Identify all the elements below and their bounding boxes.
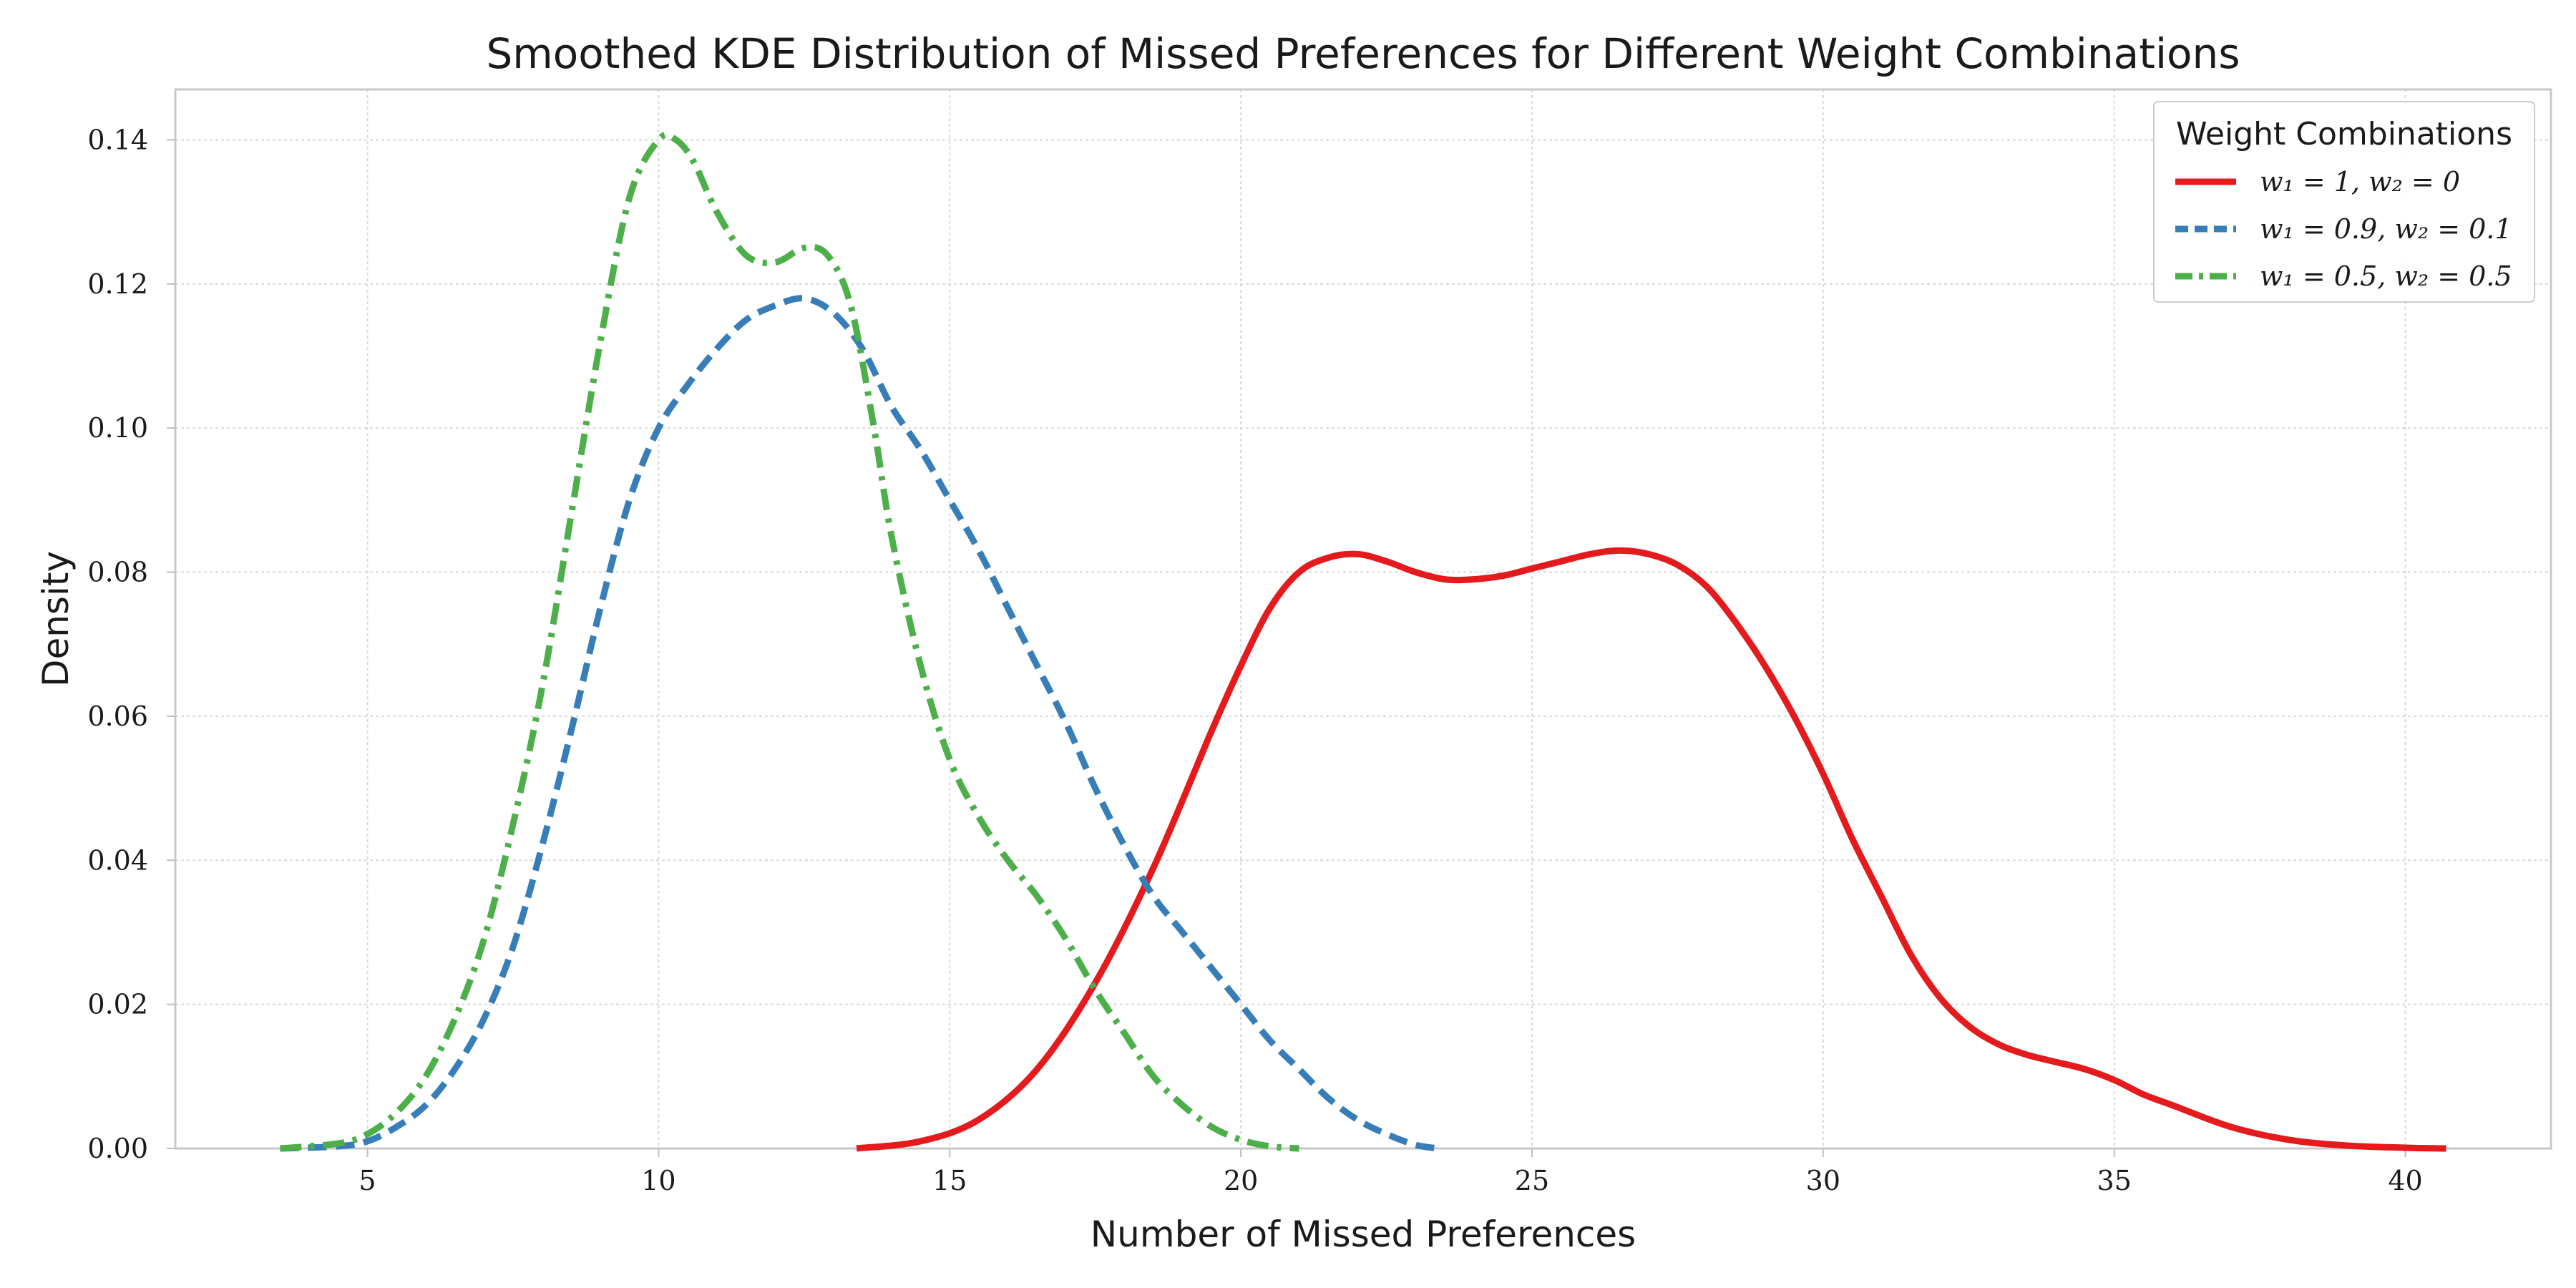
axis-ticks: 5 10 15 20 25 30 35 40 0.00 0.02 0.04 0.06 0.08 0.10 0…	[87, 124, 2422, 1196]
legend: Weight Combinations w₁ = 1, w₂ = 0 w₁ = 0…	[2153, 101, 2535, 303]
legend-entries: w₁ = 1, w₂ = 0 w₁ = 0.9, w₂ = 0.1 w₁ = 0.5…	[2175, 166, 2512, 292]
series-line-2	[280, 295, 1440, 1152]
x-tick-label: 30	[1806, 1165, 1840, 1196]
legend-entry-label: w₁ = 0.5, w₂ = 0.5	[2260, 260, 2512, 292]
legend-box	[2153, 101, 2535, 303]
y-tick-label: 0.14	[87, 124, 148, 155]
chart-title: Smoothed KDE Distribution of Missed Pref…	[486, 29, 2240, 78]
x-axis-label: Number of Missed Preferences	[1091, 1214, 1636, 1255]
series-line-3	[280, 131, 1299, 1152]
y-tick-label: 0.02	[87, 989, 148, 1020]
x-tick-label: 20	[1224, 1165, 1258, 1196]
series-lines	[280, 131, 2446, 1152]
y-tick-label: 0.04	[87, 844, 148, 876]
x-tick-label: 25	[1515, 1165, 1549, 1196]
y-tick-label: 0.10	[87, 412, 148, 444]
legend-title: Weight Combinations	[2176, 116, 2512, 152]
legend-entry-label: w₁ = 0.9, w₂ = 0.1	[2260, 213, 2512, 245]
x-tick-label: 10	[641, 1165, 675, 1196]
x-tick-label: 35	[2097, 1165, 2132, 1196]
series-line-1	[856, 547, 2446, 1152]
y-tick-label: 0.06	[87, 701, 148, 732]
x-tick-label: 5	[358, 1165, 376, 1196]
legend-entry-label: w₁ = 1, w₂ = 0	[2260, 166, 2460, 197]
y-axis-label: Density	[35, 551, 77, 687]
y-tick-label: 0.08	[87, 557, 148, 588]
y-tick-label: 0.00	[87, 1133, 148, 1164]
plot-area-frame	[174, 88, 2552, 1150]
x-tick-label: 40	[2388, 1165, 2422, 1196]
y-tick-label: 0.12	[87, 268, 148, 300]
x-tick-label: 15	[932, 1165, 967, 1196]
